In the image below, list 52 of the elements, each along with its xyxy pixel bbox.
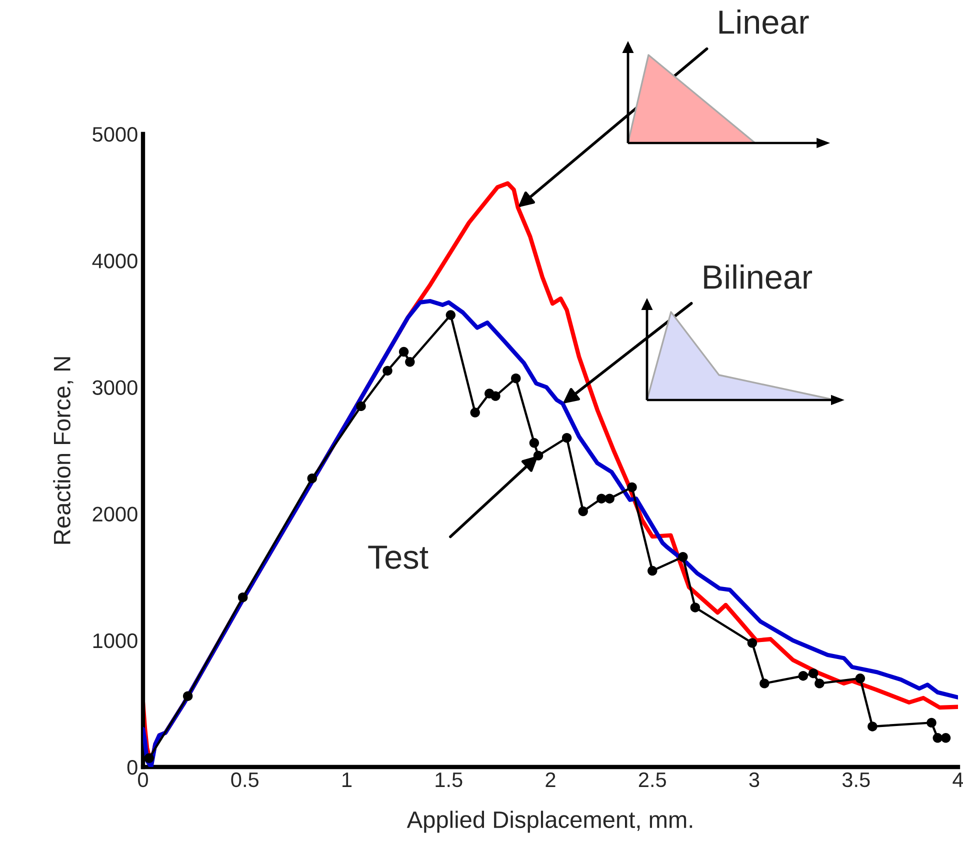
point (855, 674, 866, 684)
annotation: Test (368, 546, 428, 569)
x-tick-label: 4 (952, 772, 963, 787)
point (932, 733, 942, 743)
point (926, 718, 936, 728)
x-tick-label: 2.5 (638, 772, 666, 788)
point (382, 366, 392, 376)
point (690, 602, 700, 612)
point (648, 566, 658, 576)
point (356, 401, 366, 412)
y-tick-label: 0 (127, 760, 138, 775)
point (627, 482, 637, 492)
point (144, 753, 154, 763)
point (808, 668, 818, 678)
point (760, 678, 770, 688)
point (596, 494, 606, 504)
point (747, 638, 758, 648)
point (307, 473, 317, 484)
point (446, 310, 456, 320)
point (398, 346, 409, 357)
point (182, 691, 193, 701)
x-tick-label: 2 (546, 772, 556, 787)
x-tick-label: 3.5 (842, 772, 870, 788)
point (868, 722, 878, 732)
point (470, 408, 480, 418)
point (511, 373, 521, 384)
x-tick-label: 0.5 (231, 772, 258, 788)
point (678, 552, 688, 562)
point (604, 494, 614, 504)
x-tick-label: 3 (749, 772, 760, 788)
point (490, 391, 500, 401)
y-tick-label: 4000 (92, 254, 138, 268)
y-tick-label: 5000 (92, 127, 138, 142)
x-tick-label: 0 (138, 772, 148, 788)
point (238, 592, 248, 602)
point (798, 670, 808, 681)
x-tick-label: 1.5 (436, 772, 462, 788)
annotation: Linear (719, 9, 809, 34)
y-tick-label: 3000 (92, 380, 138, 395)
point (578, 506, 588, 516)
point (529, 438, 540, 448)
point (814, 678, 824, 688)
y-axis-title: Reaction Force, N (53, 357, 74, 544)
y-tick-label: 1000 (93, 633, 138, 648)
x-axis-title: Applied Displacement, mm. (406, 810, 692, 833)
point (405, 357, 415, 367)
point (533, 450, 544, 460)
x-tick-label: 1 (342, 772, 352, 787)
point (940, 733, 951, 743)
annotation: Bilinear (704, 264, 812, 289)
point (562, 432, 572, 443)
y-tick-label: 2000 (92, 506, 138, 522)
